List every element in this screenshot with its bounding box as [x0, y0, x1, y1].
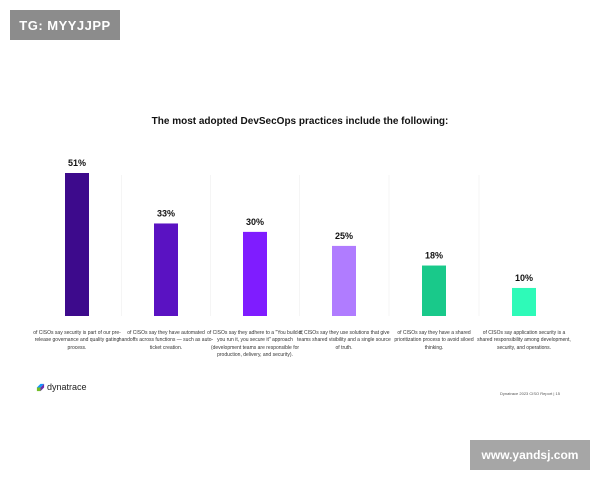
caption-6: of CISOs say application security is a s…: [477, 330, 571, 351]
caption-1: of CISOs say security is part of our pre…: [33, 330, 121, 351]
bar-1: [65, 173, 89, 316]
dynatrace-logo: dynatrace: [36, 382, 87, 392]
bar-4: [332, 245, 356, 316]
watermark-bottom: www.yandsj.com: [470, 440, 590, 470]
bar-5: [422, 265, 446, 316]
caption-5: of CISOs say they have a shared prioriti…: [394, 330, 474, 351]
bar-value-label-3: 30%: [246, 217, 264, 227]
bar-2: [154, 223, 178, 316]
bar-value-label-2: 33%: [157, 208, 175, 218]
bar-value-label-5: 18%: [425, 251, 443, 261]
chart-title: The most adopted DevSecOps practices inc…: [151, 116, 449, 127]
footer-text: Dynatrace 2023 CISO Report | 15: [500, 391, 560, 396]
caption-3: of CISOs say they adhere to a "You build…: [207, 330, 303, 358]
bar-value-label-4: 25%: [335, 231, 353, 241]
logo-text: dynatrace: [47, 382, 87, 392]
bar-value-label-6: 10%: [515, 273, 533, 283]
caption-4: of CISOs say they use solutions that giv…: [297, 330, 391, 351]
watermark-top: TG: MYYJJPP: [10, 10, 120, 40]
bar-3: [243, 231, 267, 316]
bar-value-label-1: 51%: [68, 158, 86, 168]
dynatrace-logo-icon: [36, 383, 45, 391]
bar-6: [512, 287, 536, 316]
caption-2: of CISOs say they have automated handoff…: [118, 330, 214, 351]
